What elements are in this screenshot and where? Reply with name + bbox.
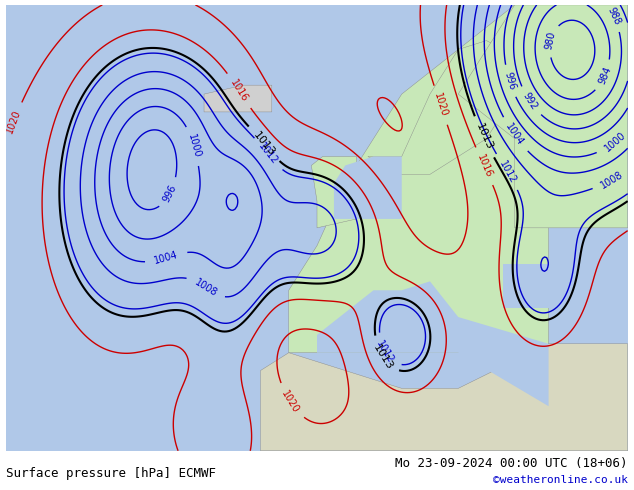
Polygon shape	[503, 264, 548, 308]
Text: 1012: 1012	[375, 339, 396, 366]
Text: 1016: 1016	[228, 78, 250, 104]
Text: 1013: 1013	[251, 130, 277, 158]
Text: 992: 992	[521, 91, 539, 112]
Text: 980: 980	[544, 31, 557, 51]
Text: 1004: 1004	[153, 250, 179, 266]
Text: 1013: 1013	[474, 122, 494, 152]
Text: 988: 988	[605, 6, 622, 26]
Text: Surface pressure [hPa] ECMWF: Surface pressure [hPa] ECMWF	[6, 467, 216, 480]
Text: 1020: 1020	[432, 92, 449, 119]
Polygon shape	[261, 344, 628, 451]
Text: 1004: 1004	[503, 122, 526, 148]
Polygon shape	[368, 41, 515, 174]
Polygon shape	[288, 5, 548, 353]
Text: 1008: 1008	[193, 277, 219, 298]
Text: 1020: 1020	[4, 108, 23, 135]
Text: 1012: 1012	[497, 159, 517, 185]
Polygon shape	[458, 5, 628, 228]
Text: 1000: 1000	[602, 130, 628, 153]
Text: ©weatheronline.co.uk: ©weatheronline.co.uk	[493, 475, 628, 485]
Polygon shape	[317, 281, 548, 406]
Polygon shape	[311, 156, 356, 228]
Text: 996: 996	[502, 71, 517, 91]
Text: 996: 996	[162, 183, 179, 203]
Polygon shape	[334, 156, 402, 219]
Text: 984: 984	[597, 65, 613, 86]
Text: 1000: 1000	[186, 133, 202, 159]
Text: Mo 23-09-2024 00:00 UTC (18+06): Mo 23-09-2024 00:00 UTC (18+06)	[395, 457, 628, 470]
Text: 1013: 1013	[371, 343, 394, 371]
Text: 1016: 1016	[475, 153, 494, 179]
Text: 1020: 1020	[280, 389, 301, 415]
Text: 1008: 1008	[599, 169, 625, 190]
Text: 1012: 1012	[257, 142, 280, 167]
Polygon shape	[204, 85, 272, 112]
